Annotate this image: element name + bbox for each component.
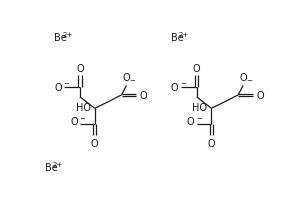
- Text: −: −: [180, 80, 186, 86]
- Text: O: O: [187, 116, 194, 126]
- Text: Be: Be: [54, 33, 67, 43]
- Text: −: −: [64, 80, 70, 86]
- Text: O: O: [239, 73, 247, 83]
- Text: Be: Be: [171, 33, 183, 43]
- Text: O: O: [54, 82, 62, 92]
- Text: 2+: 2+: [179, 32, 189, 38]
- Text: HO: HO: [76, 103, 91, 113]
- Text: −: −: [246, 77, 252, 83]
- Text: O: O: [208, 138, 215, 148]
- Text: 2+: 2+: [53, 161, 63, 167]
- Text: O: O: [123, 73, 130, 83]
- Text: O: O: [91, 138, 99, 148]
- Text: −: −: [196, 116, 202, 122]
- Text: O: O: [171, 82, 178, 92]
- Text: O: O: [256, 90, 264, 100]
- Text: O: O: [70, 116, 78, 126]
- Text: Be: Be: [45, 163, 57, 172]
- Text: −: −: [130, 77, 135, 83]
- Text: O: O: [140, 90, 147, 100]
- Text: O: O: [193, 63, 200, 73]
- Text: 2+: 2+: [62, 32, 72, 38]
- Text: O: O: [76, 63, 84, 73]
- Text: HO: HO: [192, 103, 207, 113]
- Text: −: −: [79, 116, 85, 122]
